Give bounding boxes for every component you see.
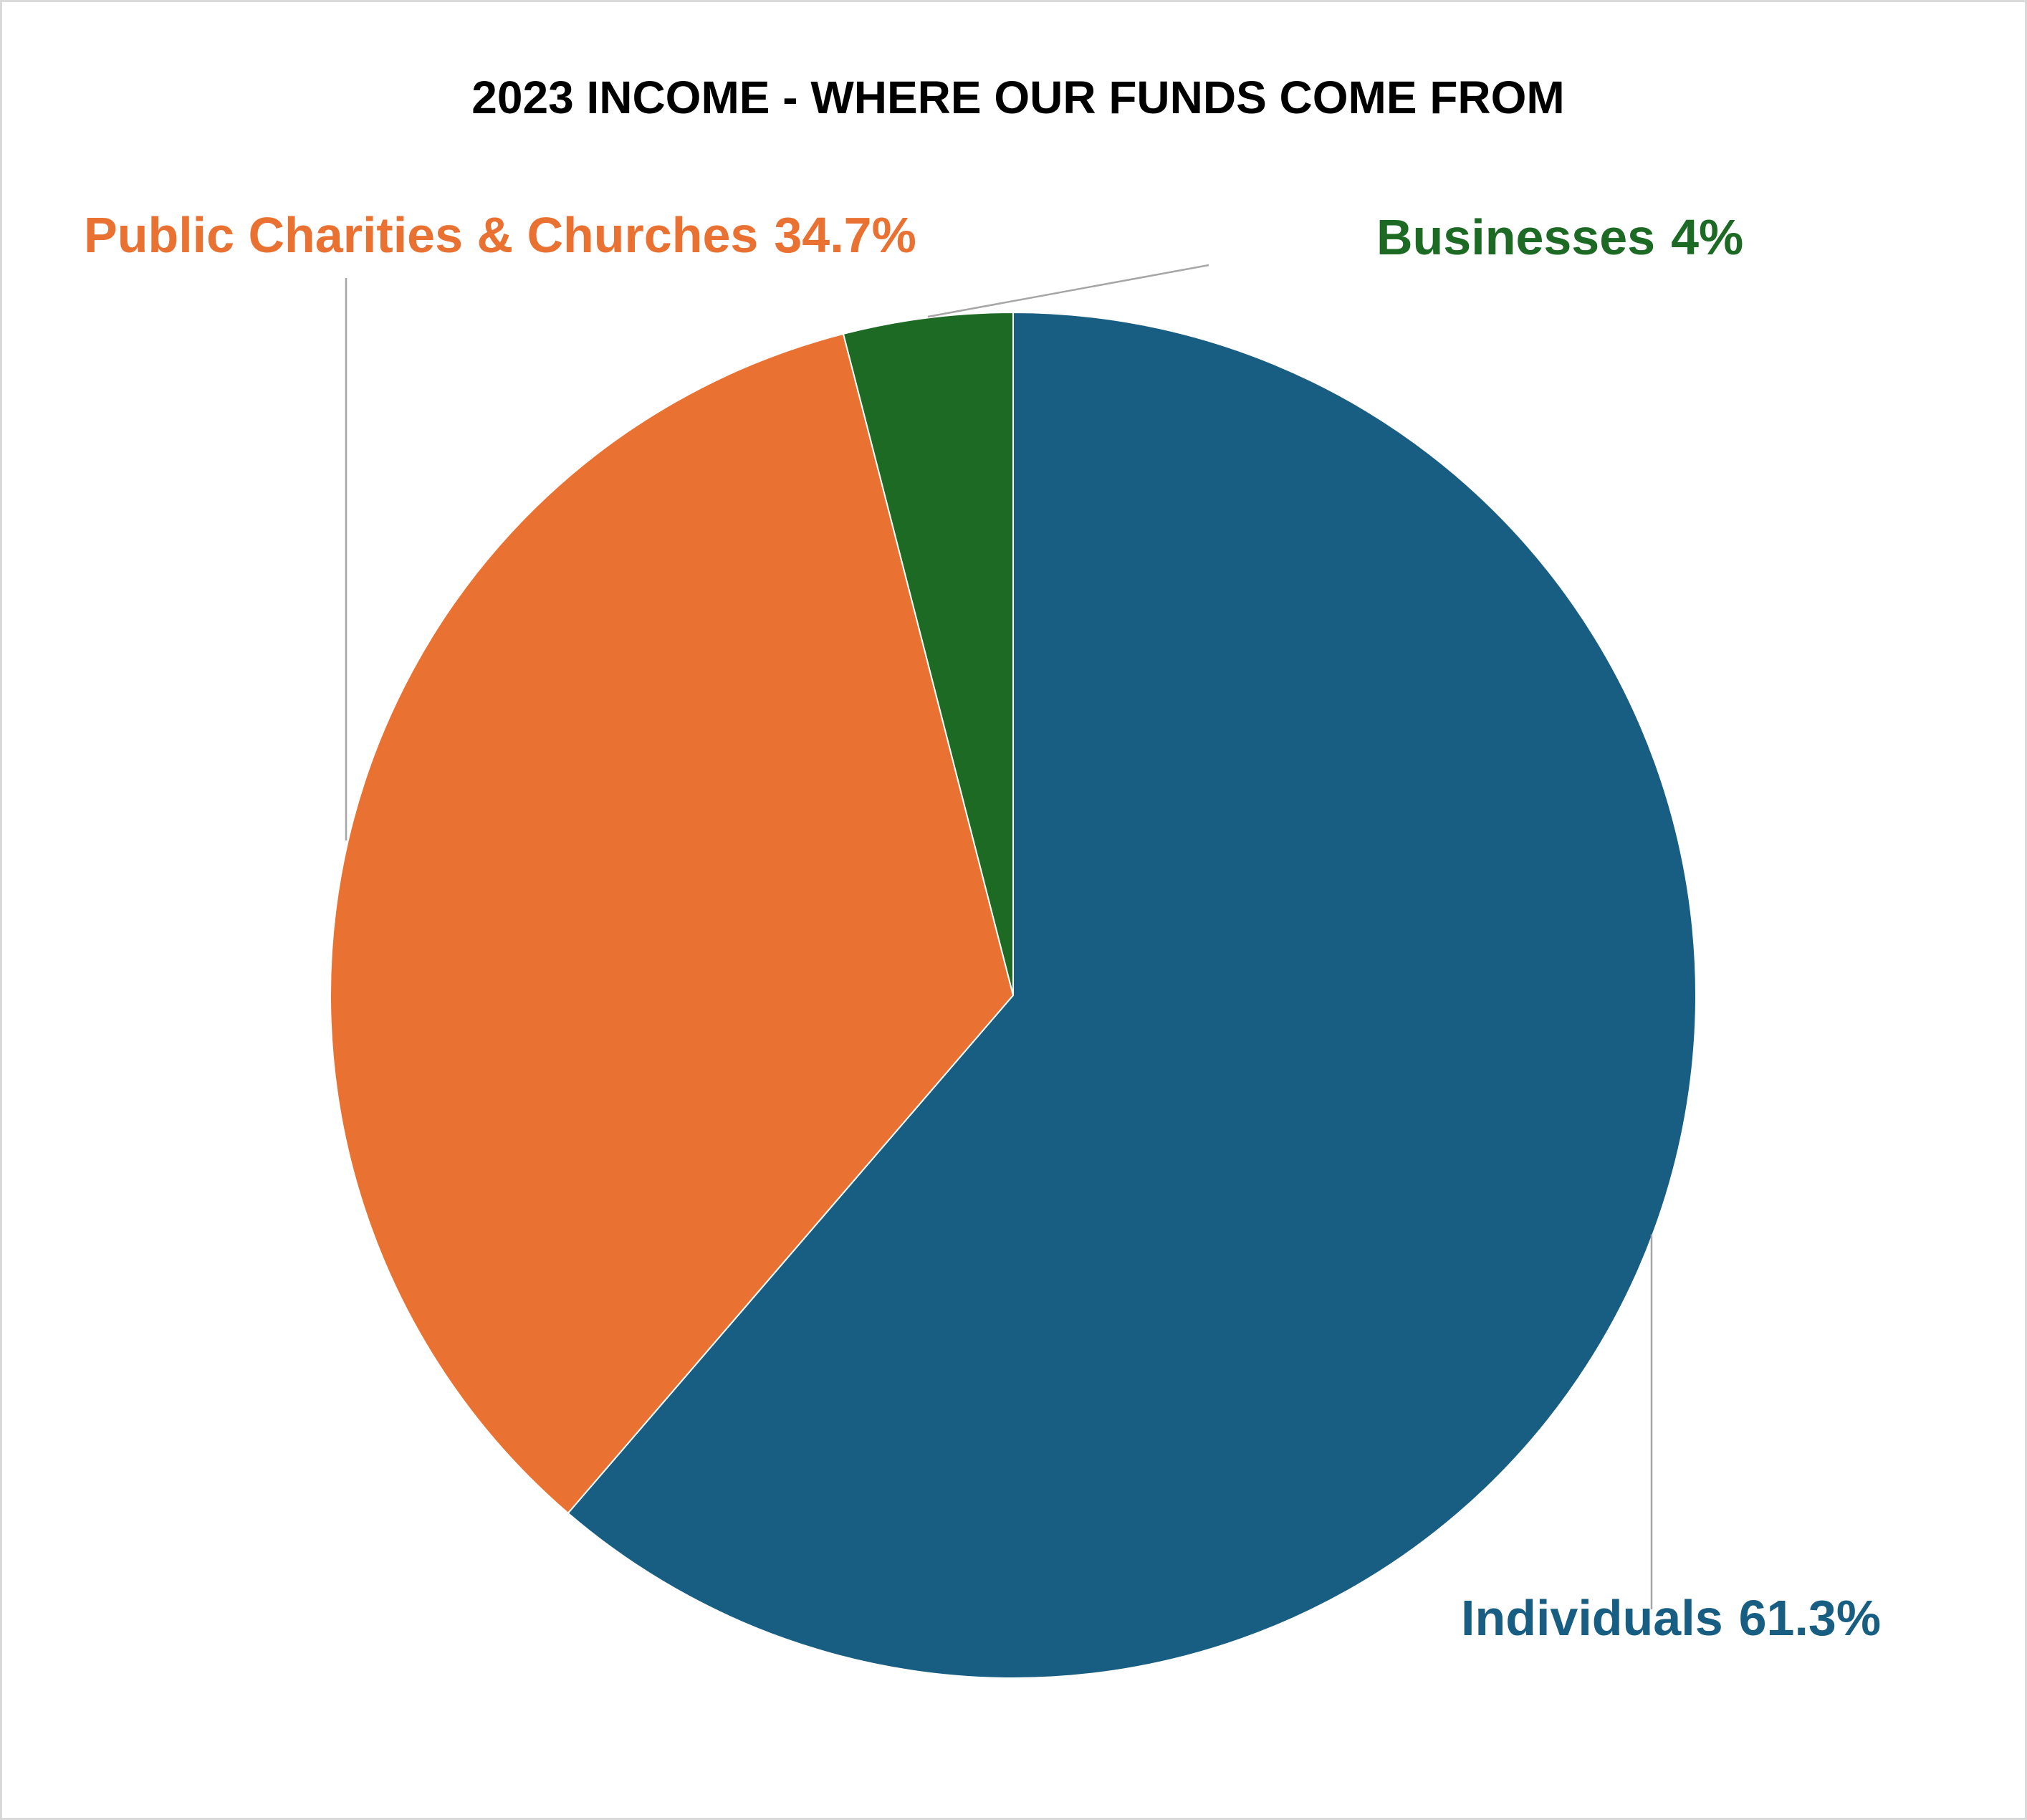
category-label: Individuals: [1461, 1590, 1723, 1646]
chart-title: 2023 INCOME - WHERE OUR FUNDS COME FROM: [471, 72, 1564, 123]
leader-line: [927, 264, 1209, 318]
data-label: Individuals 61.3%: [1461, 1590, 1881, 1646]
pie: [329, 311, 1697, 1679]
data-label: Public Charities & Churches 34.7%: [84, 207, 916, 263]
value-label: 61.3%: [1739, 1590, 1881, 1646]
value-label: 34.7%: [774, 207, 916, 263]
pie-slice: [329, 332, 1015, 1515]
pie-slice: [842, 311, 1014, 996]
category-label: Public Charities & Churches: [84, 207, 758, 263]
data-labels: Individuals 61.3% Public Charities & Churc…: [84, 207, 1881, 1646]
pie-slice: [567, 311, 1697, 1679]
category-label: Businesses: [1376, 209, 1655, 265]
data-label: Businesses 4%: [1376, 209, 1743, 265]
value-label: 4%: [1671, 209, 1743, 265]
